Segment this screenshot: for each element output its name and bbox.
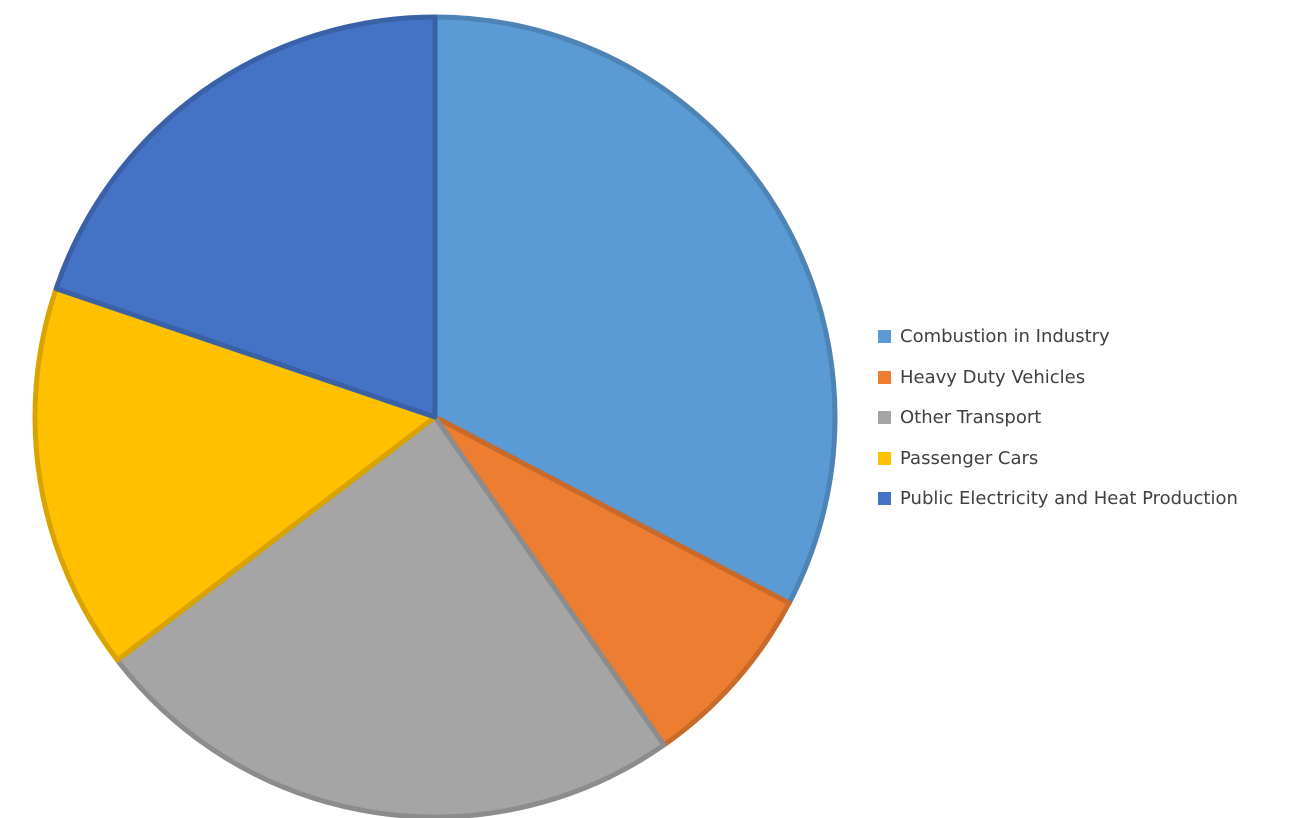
pie-slice-public-electricity-and-heat-production xyxy=(53,14,438,420)
legend-item-combustion-in-industry: Combustion in Industry xyxy=(878,323,1238,350)
legend-label: Public Electricity and Heat Production xyxy=(900,488,1238,509)
chart-legend: Combustion in Industry Heavy Duty Vehicle… xyxy=(878,323,1238,526)
legend-item-passenger-cars: Passenger Cars xyxy=(878,445,1238,472)
pie-slice-combustion-in-industry xyxy=(432,14,838,606)
pie-slice-passenger-cars xyxy=(32,286,438,663)
legend-swatch xyxy=(878,330,891,343)
legend-swatch xyxy=(878,492,891,505)
pie-slice-heavy-duty-vehicles xyxy=(432,414,792,748)
legend-item-heavy-duty-vehicles: Heavy Duty Vehicles xyxy=(878,364,1238,391)
legend-swatch xyxy=(878,411,891,424)
pie-slice-other-transport xyxy=(114,414,667,818)
legend-swatch xyxy=(878,370,891,384)
legend-item-public-electricity-and-heat-production: Public Electricity and Heat Production xyxy=(878,485,1238,512)
legend-label: Other Transport xyxy=(900,407,1042,428)
legend-swatch xyxy=(878,451,891,465)
legend-label: Combustion in Industry xyxy=(900,326,1110,347)
legend-label: Heavy Duty Vehicles xyxy=(900,366,1086,388)
pie-slices xyxy=(32,14,838,818)
legend-label: Passenger Cars xyxy=(900,447,1039,469)
legend-item-other-transport: Other Transport xyxy=(878,404,1238,431)
